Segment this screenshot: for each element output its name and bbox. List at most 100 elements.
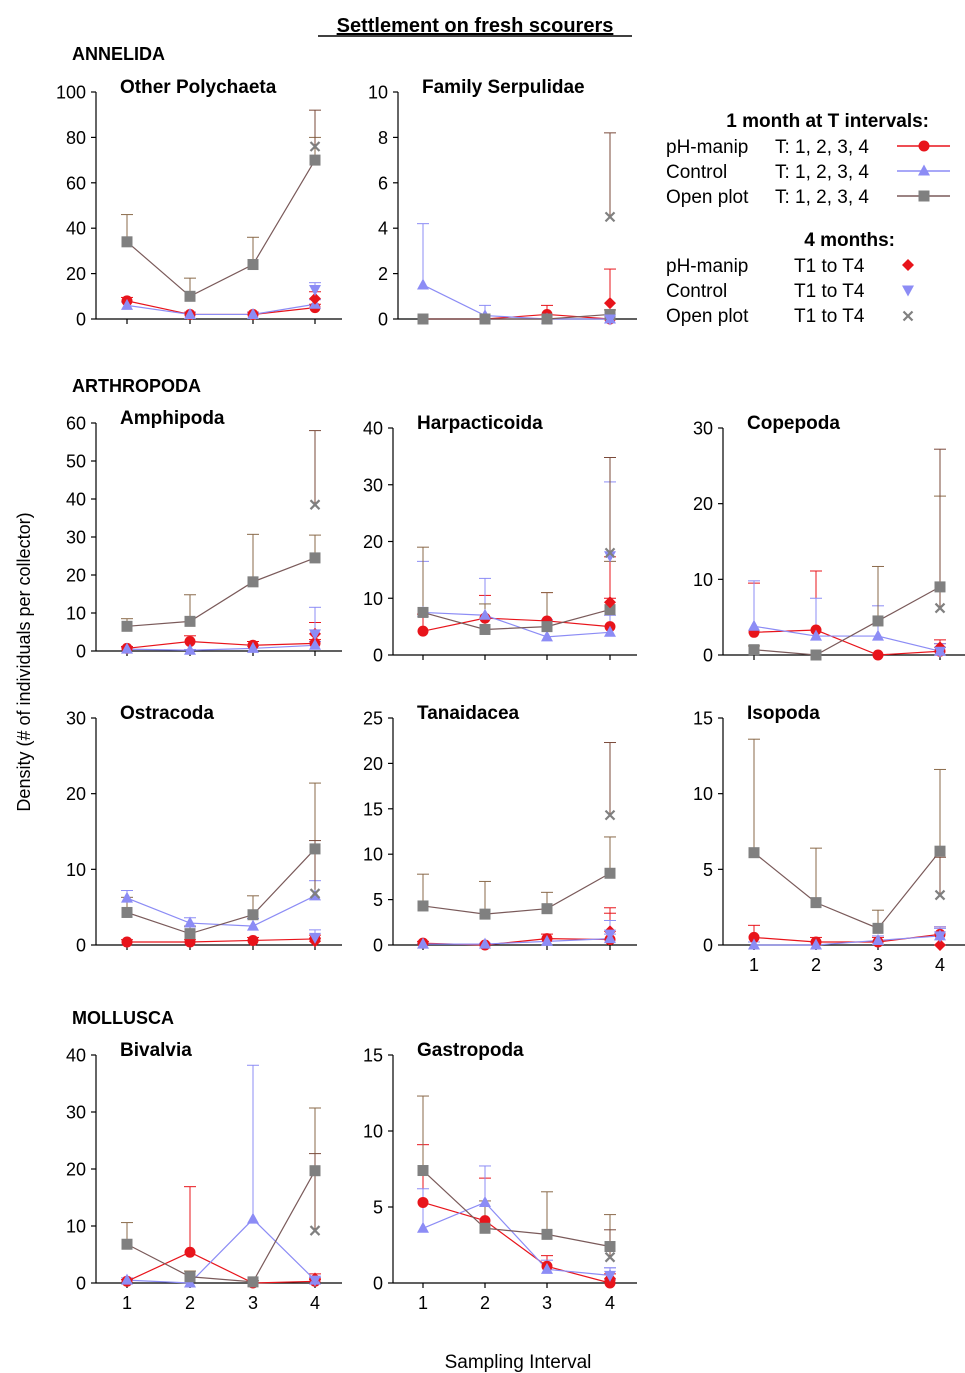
error-bar: [417, 1188, 429, 1229]
point-control: [417, 278, 429, 290]
panel-title: Amphipoda: [120, 408, 225, 429]
y-tick-label: 10: [693, 784, 713, 804]
y-tick-label: 50: [66, 452, 86, 472]
error-bar: [604, 836, 616, 874]
y-tick-label: 40: [363, 419, 383, 439]
y-tick-label: 40: [66, 219, 86, 239]
series-line-open-plot: [422, 1170, 611, 1248]
series-line-control: [126, 1218, 316, 1284]
y-tick-label: 20: [66, 1160, 86, 1180]
point-control: [479, 937, 491, 949]
point-control: [872, 629, 884, 641]
point-open-plot: [417, 1165, 429, 1177]
y-tick-label: 10: [363, 1122, 383, 1142]
error-bar: [247, 1064, 259, 1220]
point-open-plot: [417, 606, 429, 618]
point-open-plot: [309, 552, 321, 564]
error-bar: [309, 782, 321, 849]
point-open-plot: [121, 906, 133, 918]
panel-title: Copepoda: [747, 413, 840, 434]
point-open-plot: [247, 1276, 259, 1288]
point-control: [604, 625, 616, 637]
point-open-plot: [479, 623, 491, 635]
x-tick-label: 3: [542, 1293, 552, 1313]
legend-row3-t: T: 1, 2, 3, 4: [775, 187, 869, 208]
series-line-open-plot: [126, 1170, 316, 1283]
group-label-annelida: ANNELIDA: [72, 44, 165, 64]
series-line-control: [423, 938, 611, 945]
y-tick-label: 20: [693, 494, 713, 514]
y-tick-label: 15: [693, 709, 713, 729]
error-bar: [934, 768, 946, 852]
point-control: [541, 630, 553, 642]
y-tick-label: 20: [66, 264, 86, 284]
point-ph-manip: [872, 649, 884, 661]
y-tick-label: 40: [66, 490, 86, 510]
y-tick-label: 20: [363, 532, 383, 552]
figure-title: Settlement on fresh scourers: [337, 15, 614, 37]
point-control: [309, 638, 321, 650]
y-tick-label: 30: [693, 419, 713, 439]
y-tick-label: 0: [373, 936, 383, 956]
legend-row5-t: T1 to T4: [794, 281, 865, 302]
series-line-open-plot: [126, 557, 316, 627]
panel-title: Harpacticoida: [417, 413, 543, 434]
point-4-month-control: [309, 1275, 321, 1287]
point-control: [184, 307, 196, 319]
series-line-open-plot: [126, 159, 316, 298]
series-line-control: [422, 611, 611, 638]
y-tick-label: 25: [363, 709, 383, 729]
point-4-month-control: [309, 284, 321, 296]
point-4-month-control: [934, 646, 946, 658]
point-4-month-ph-manip: [604, 596, 616, 609]
series-line-open-plot: [422, 609, 611, 631]
legend-marker-4-month-open-plot: [902, 310, 914, 322]
point-open-plot: [247, 259, 259, 271]
point-4-month-control: [604, 551, 616, 563]
y-tick-label: 0: [373, 646, 383, 666]
series-line-open-plot: [422, 872, 611, 915]
point-open-plot: [121, 620, 133, 632]
y-tick-label: 15: [363, 799, 383, 819]
legend-row4-name: pH-manip: [666, 256, 748, 277]
y-tick-label: 20: [66, 784, 86, 804]
point-open-plot: [184, 1271, 196, 1283]
point-control: [810, 629, 822, 641]
legend: 1 month at T intervals: pH-manip T: 1, 2…: [666, 111, 950, 327]
series-line-open-plot: [126, 848, 316, 935]
error-bar-4-month: [604, 457, 616, 553]
point-open-plot: [748, 644, 760, 656]
series-line-ph-manip: [127, 938, 316, 943]
point-open-plot: [604, 867, 616, 879]
y-tick-label: 0: [76, 936, 86, 956]
point-open-plot: [541, 313, 553, 325]
point-control: [247, 919, 259, 931]
y-tick-label: 10: [368, 83, 388, 103]
legend-heading-1-month: 1 month at T intervals:: [726, 111, 929, 132]
panel-ostracoda: 0 10 20 30 Ostracoda: [66, 703, 342, 956]
panel-amphipoda: 0 10 20 30 40 50 60 Amphipoda: [66, 408, 342, 662]
point-control: [247, 1212, 259, 1224]
y-tick-label: 40: [66, 1046, 86, 1066]
point-open-plot: [247, 576, 259, 588]
error-bar-4-month: [604, 556, 616, 603]
panel-title: Family Serpulidae: [422, 77, 585, 98]
error-bar: [748, 580, 760, 627]
panel-title: Bivalvia: [120, 1040, 192, 1061]
point-4-month-open-plot: [604, 211, 616, 223]
point-open-plot: [872, 615, 884, 627]
error-bar: [417, 223, 429, 285]
point-4-month-open-plot: [309, 141, 321, 152]
y-tick-label: 15: [363, 1046, 383, 1066]
series-line-open-plot: [753, 850, 941, 930]
series-line-control: [126, 644, 316, 651]
panel-title: Tanaidacea: [417, 703, 520, 724]
series-line-control: [753, 625, 941, 652]
series-line-ph-manip: [422, 1201, 611, 1284]
y-tick-label: 0: [373, 1274, 383, 1294]
point-open-plot: [184, 290, 196, 302]
point-ph-manip: [417, 1196, 429, 1208]
point-control: [872, 933, 884, 945]
legend-marker-4-month-control: [902, 285, 914, 297]
series-line-control: [754, 935, 941, 946]
